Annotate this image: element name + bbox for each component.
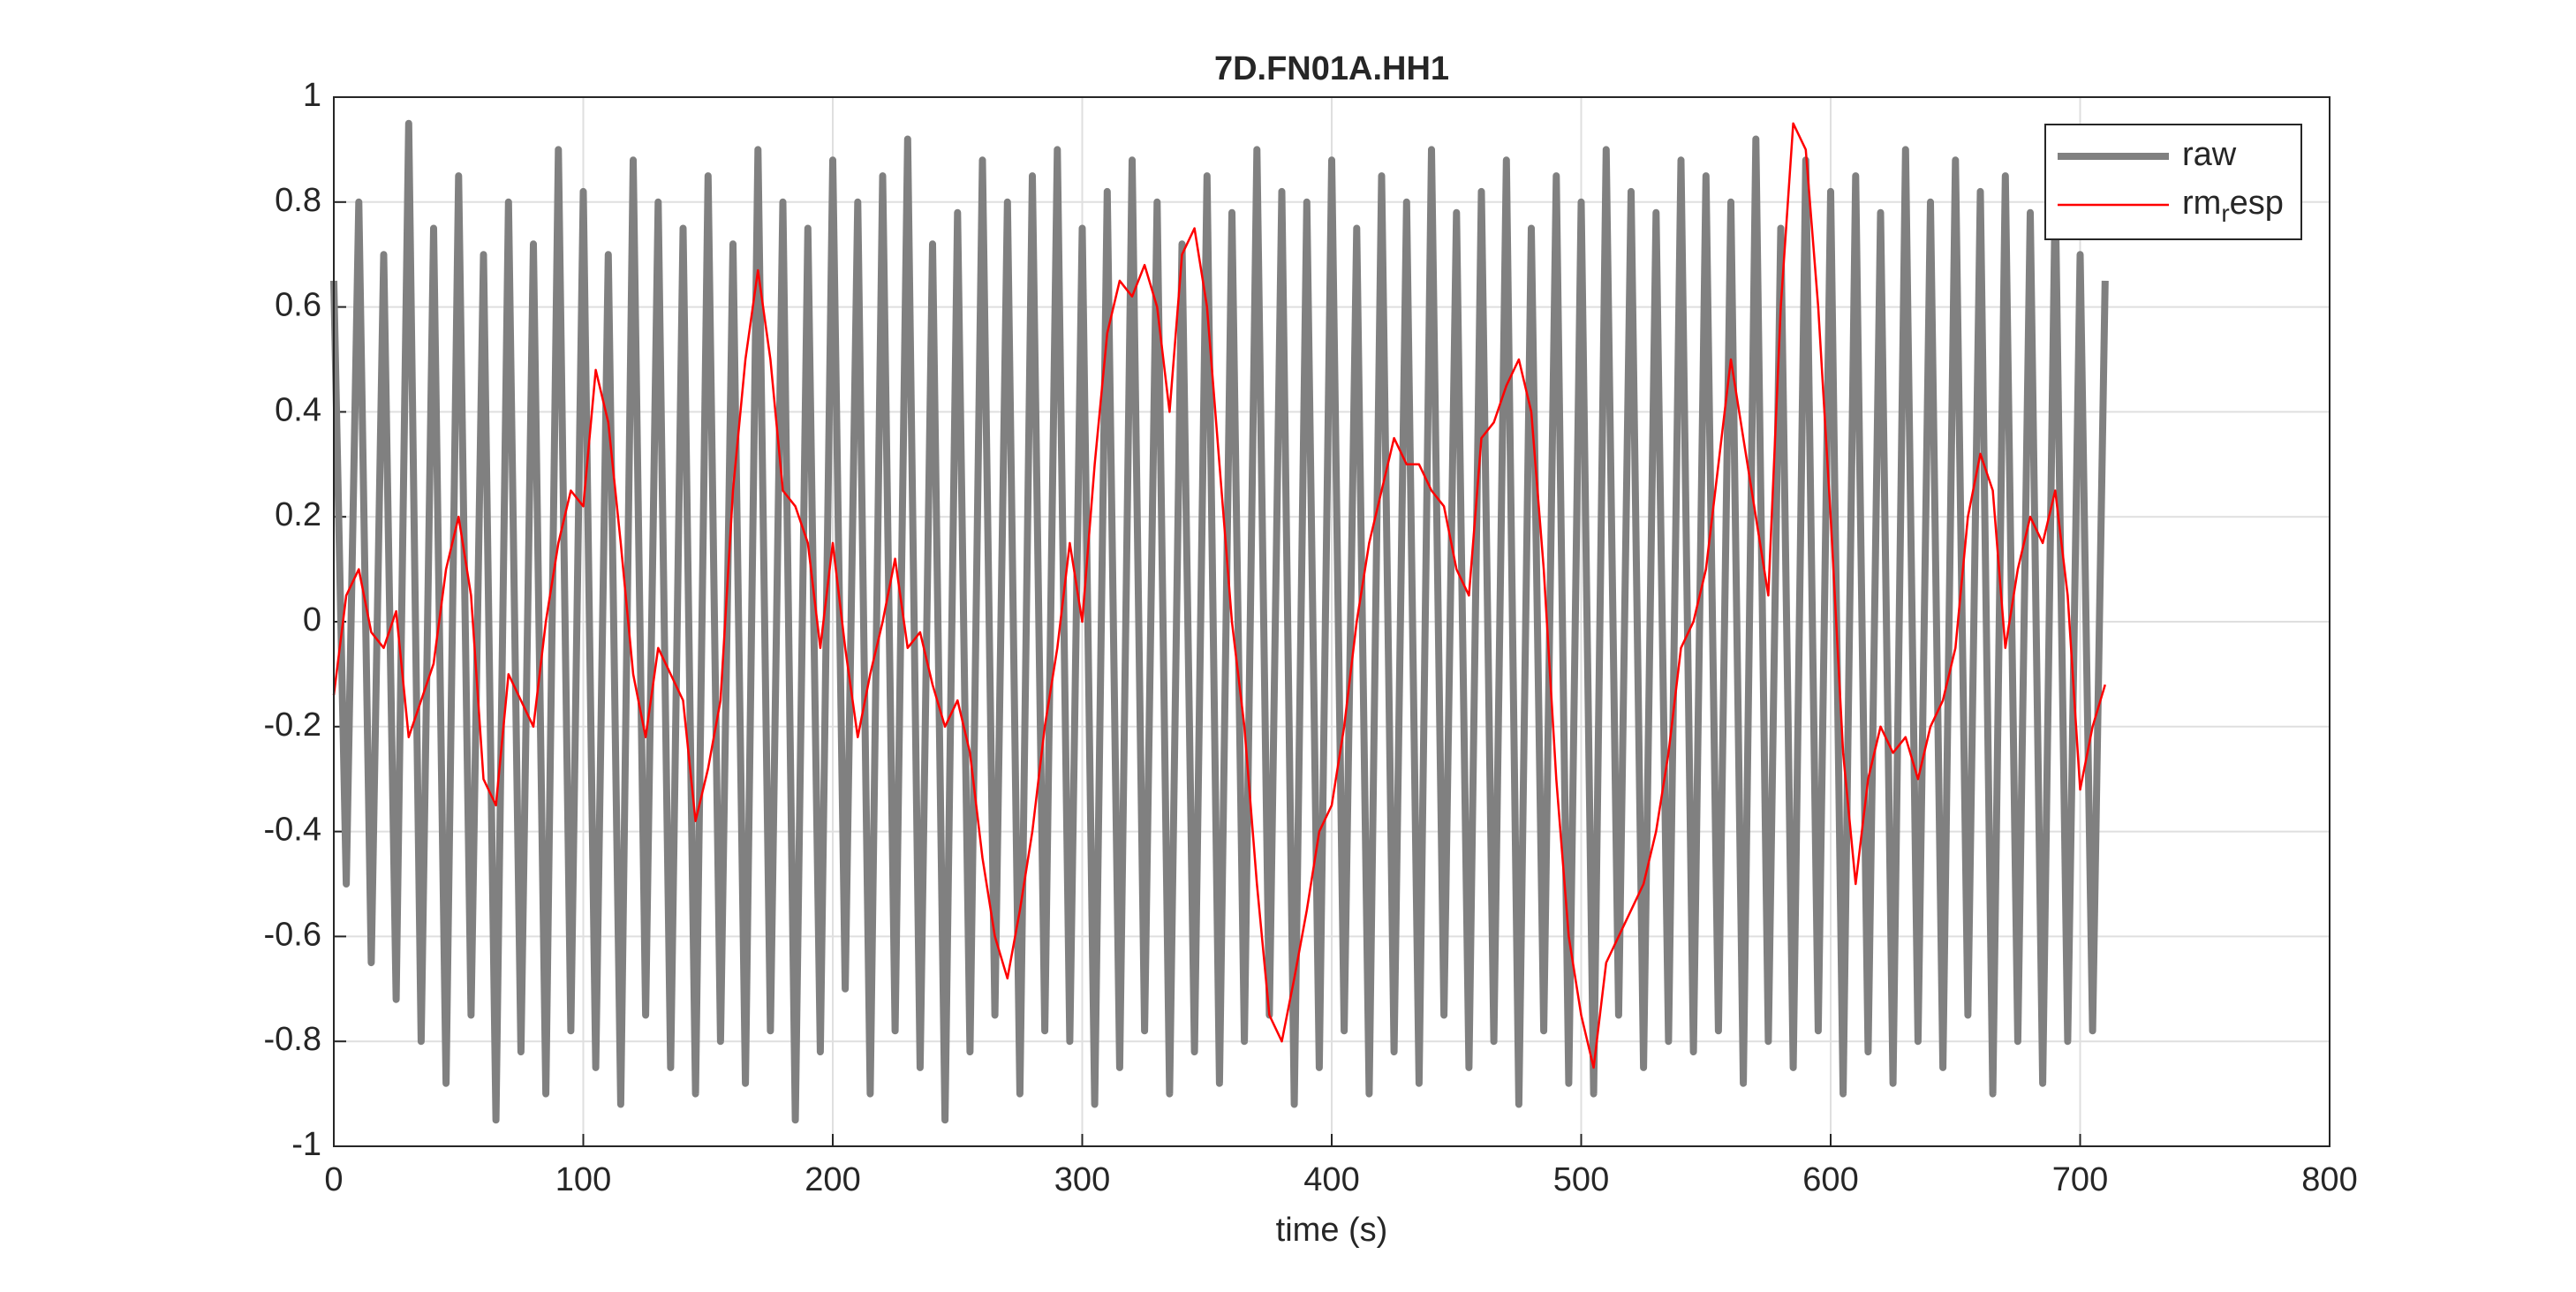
x-tick-label: 100	[555, 1161, 611, 1198]
x-axis-label: time (s)	[1276, 1212, 1388, 1249]
axes-box	[333, 96, 2330, 1147]
y-tick-label: -0.2	[264, 706, 321, 744]
x-tick-label: 600	[1802, 1161, 1858, 1198]
x-tick-label: 400	[1303, 1161, 1359, 1198]
x-tick-label: 500	[1553, 1161, 1609, 1198]
y-tick-label: -1	[291, 1126, 321, 1163]
series-line	[330, 119, 2109, 1124]
y-tick-label: -0.6	[264, 916, 321, 953]
x-tick-label: 200	[805, 1161, 860, 1198]
legend-box	[2044, 124, 2302, 240]
x-tick-label: 800	[2301, 1161, 2357, 1198]
y-tick-label: 0.4	[275, 391, 321, 428]
x-tick-label: 700	[2052, 1161, 2108, 1198]
y-tick-label: 0	[303, 601, 321, 638]
legend-label: rmresp	[2182, 185, 2284, 227]
x-tick-label: 300	[1054, 1161, 1110, 1198]
y-tick-label: 0.8	[275, 182, 321, 219]
legend-label: raw	[2182, 136, 2237, 173]
y-tick-label: 1	[303, 77, 321, 114]
x-tick-label: 0	[324, 1161, 343, 1198]
y-tick-label: 0.6	[275, 287, 321, 324]
y-tick-label: 0.2	[275, 496, 321, 533]
y-tick-label: -0.8	[264, 1021, 321, 1058]
series-line	[332, 122, 2106, 1069]
y-tick-label: -0.4	[264, 812, 321, 849]
chart-title: 7D.FN01A.HH1	[1214, 50, 1449, 87]
